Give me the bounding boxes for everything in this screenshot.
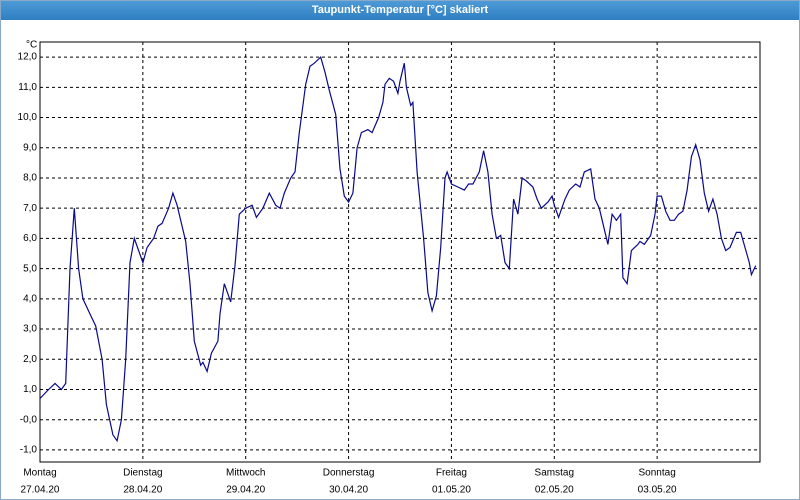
x-tick-label: Mittwoch [226, 468, 265, 479]
plot-area [39, 41, 761, 463]
x-tick-date: 27.04.20 [21, 485, 60, 496]
x-tick-label: Montag [23, 468, 56, 479]
x-tick-label: Donnerstag [323, 468, 375, 479]
y-tick-label: 5,0 [23, 263, 37, 274]
y-tick-label: -0,0 [20, 414, 38, 425]
y-tick-label: 2,0 [23, 354, 37, 365]
x-tick-date: 29.04.20 [226, 485, 265, 496]
x-tick-date: 01.05.20 [432, 485, 471, 496]
y-tick-label: 8,0 [23, 173, 37, 184]
y-tick-label: 1,0 [23, 384, 37, 395]
y-tick-label: 7,0 [23, 203, 37, 214]
x-tick-date: 02.05.20 [535, 485, 574, 496]
x-tick-date: 03.05.20 [638, 485, 677, 496]
y-tick-label: 9,0 [23, 142, 37, 153]
x-tick-date: 30.04.20 [329, 485, 368, 496]
x-tick-label: Dienstag [123, 468, 162, 479]
x-tick-date: 28.04.20 [123, 485, 162, 496]
data-line [39, 55, 757, 443]
y-tick-label: 12,0 [18, 52, 38, 63]
y-tick-label: 6,0 [23, 233, 37, 244]
x-tick-label: Samstag [535, 468, 574, 479]
y-tick-label: 11,0 [18, 82, 37, 93]
y-tick-label: 3,0 [23, 324, 37, 335]
x-tick-label: Freitag [436, 468, 467, 479]
y-tick-label: 4,0 [23, 293, 37, 304]
x-tick-label: Sonntag [639, 468, 676, 479]
y-tick-label: 10,0 [18, 112, 38, 123]
y-tick-label: -1,0 [20, 445, 38, 456]
chart-title: Taupunkt-Temperatur [°C] skaliert [1, 1, 799, 20]
y-unit: °C [26, 40, 37, 51]
